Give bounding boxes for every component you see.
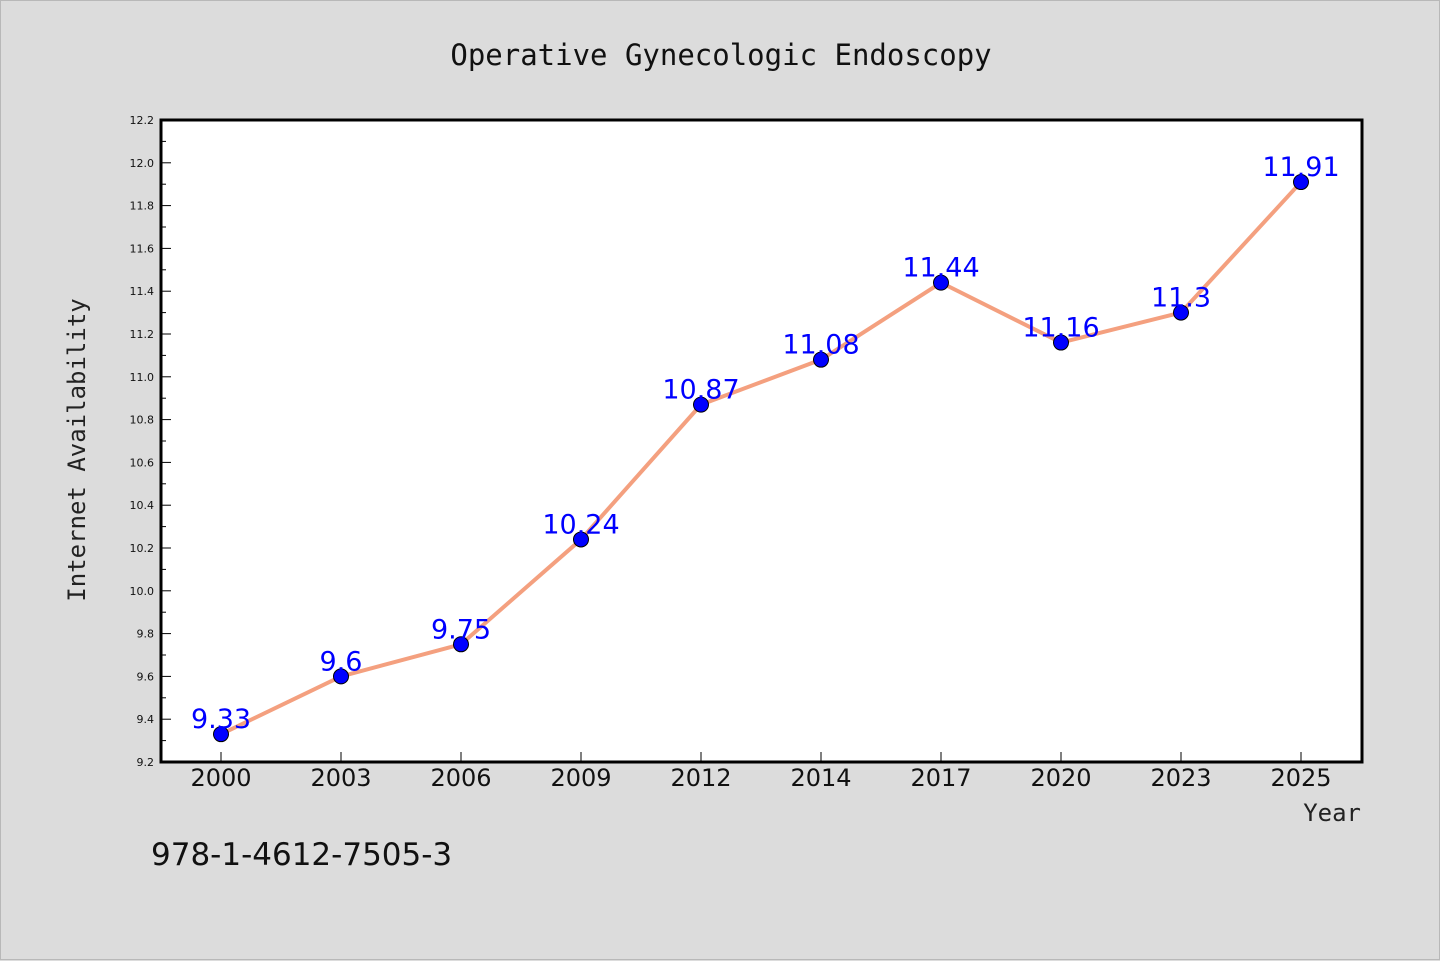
y-tick-label: 10.4: [130, 499, 155, 512]
x-tick-label: 2009: [550, 764, 611, 792]
y-tick-label: 10.0: [130, 585, 155, 598]
data-point-label: 9.33: [191, 704, 251, 735]
data-point-label: 11.16: [1022, 313, 1099, 344]
marker-group: [213, 174, 1309, 743]
x-axis: 2000 2003 2006 2009 2012 2014 2017 2020 2023 2025: [190, 752, 1332, 792]
y-tick-label: 9.2: [137, 756, 155, 769]
data-point-marker: [693, 396, 709, 413]
y-tick-label: 10.6: [130, 456, 155, 469]
y-tick-label: 12.0: [130, 157, 155, 170]
data-point-label: 11.44: [902, 253, 979, 284]
y-tick-label: 9.4: [137, 713, 155, 726]
y-tick-label: 12.2: [130, 114, 155, 127]
y-tick-label: 9.8: [137, 628, 155, 641]
data-point-marker: [333, 668, 349, 685]
series-line-group: [220, 180, 1303, 736]
x-tick-label: 2023: [1150, 764, 1211, 792]
x-tick-label: 2000: [190, 764, 251, 792]
y-tick-label: 11.6: [130, 242, 155, 255]
x-tick-label: 2025: [1270, 764, 1331, 792]
data-point-marker: [453, 636, 469, 653]
data-point-marker: [213, 726, 229, 743]
x-tick-label: 2012: [670, 764, 731, 792]
data-point-label: 9.75: [431, 614, 491, 645]
x-axis-label: Year: [1303, 799, 1361, 827]
data-label-group: 9.33 9.6 9.75 10.24 10.87 11.08 11.44 11.16 11.3…: [191, 152, 1340, 735]
data-point-label: 11.3: [1151, 283, 1211, 314]
data-point-marker: [1293, 174, 1309, 191]
chart-title: Operative Gynecologic Endoscopy: [450, 38, 991, 72]
x-tick-label: 2006: [430, 764, 491, 792]
y-tick-label: 11.2: [130, 328, 155, 341]
y-tick-label: 11.0: [130, 371, 155, 384]
data-point-marker: [813, 351, 829, 368]
data-point-label: 9.6: [320, 646, 363, 677]
y-tick-label: 11.4: [130, 285, 155, 298]
x-tick-label: 2014: [790, 764, 851, 792]
y-tick-label: 10.2: [130, 542, 155, 555]
y-axis-label: Internet Availability: [63, 298, 91, 601]
data-point-marker: [1173, 304, 1189, 321]
data-point-marker: [573, 531, 589, 548]
y-tick-label: 9.6: [137, 670, 155, 683]
plot-area: [159, 118, 1364, 764]
y-tick-label: 11.8: [130, 200, 155, 213]
x-tick-label: 2020: [1030, 764, 1091, 792]
y-tick-label: 10.8: [130, 414, 155, 427]
data-point-label: 11.08: [782, 330, 859, 361]
data-point-marker: [1053, 334, 1069, 351]
data-point-label: 10.24: [542, 509, 619, 540]
y-axis: 9.2 9.4 9.6 9.8 10.0 10.2 10.4 10.6 10.8 11.0 11.2…: [130, 114, 171, 769]
isbn-footer: 978-1-4612-7505-3: [151, 837, 452, 873]
data-point-label: 10.87: [662, 375, 739, 406]
series-line: [220, 180, 1303, 736]
x-tick-label: 2017: [910, 764, 971, 792]
x-tick-label: 2003: [310, 764, 371, 792]
data-point-marker: [933, 274, 949, 291]
data-point-label: 11.91: [1262, 152, 1339, 183]
